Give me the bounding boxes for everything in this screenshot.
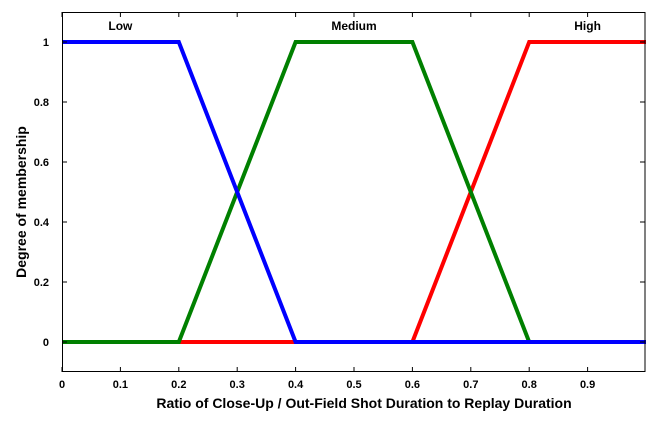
series-line-low (62, 40, 646, 344)
ticks-layer: 0 0.1 0.2 0.3 0.4 0.5 0.6 0.7 0.8 0.9 0 0.2 0.4 0.6 0.… (34, 12, 645, 391)
y-tick-label: 0.2 (34, 277, 49, 289)
x-tick-label: 0.8 (522, 379, 537, 391)
series-labels-layer: Low Medium High (108, 19, 601, 33)
y-axis-title: Degree of membership (13, 126, 29, 278)
x-tick-label: 0.3 (230, 379, 245, 391)
y-tick-label: 0 (43, 337, 49, 349)
x-tick-label: 0.9 (580, 379, 595, 391)
plot-area (62, 12, 646, 372)
x-tick-label: 0.7 (463, 379, 478, 391)
x-tick-label: 0.1 (113, 379, 128, 391)
x-tick-label: 0 (59, 379, 65, 391)
series-label-high: High (574, 19, 601, 33)
series-label-medium: Medium (331, 19, 376, 33)
y-tick-label: 1 (43, 37, 49, 49)
y-tick-label: 0.4 (34, 217, 50, 229)
x-axis-title: Ratio of Close-Up / Out-Field Shot Durat… (156, 395, 571, 411)
y-tick-label: 0.6 (34, 157, 49, 169)
series-layer (62, 40, 646, 344)
x-tick-label: 0.2 (171, 379, 186, 391)
x-tick-label: 0.4 (288, 379, 304, 391)
y-tick-label: 0.8 (34, 97, 49, 109)
series-label-low: Low (108, 19, 133, 33)
x-tick-label: 0.6 (405, 379, 420, 391)
x-tick-label: 0.5 (346, 379, 361, 391)
